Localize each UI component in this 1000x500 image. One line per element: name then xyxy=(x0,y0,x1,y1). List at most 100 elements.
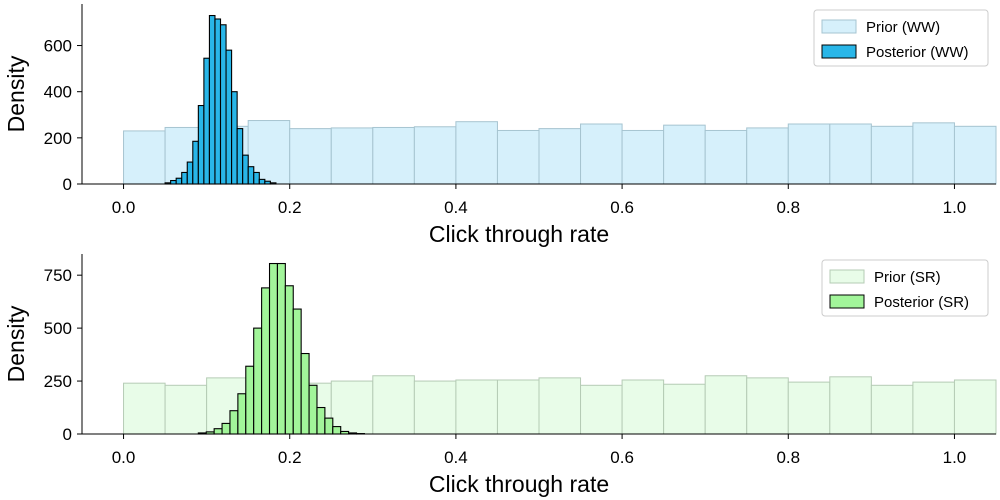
chart-1-bar-prior-20 xyxy=(953,125,997,185)
chart-2-bar-prior-9 xyxy=(496,379,540,435)
chart-2-y-axis-label: Density xyxy=(3,305,29,382)
chart-2-bar-prior-20 xyxy=(953,379,997,435)
chart-1-bar-posterior-11 xyxy=(225,49,233,185)
chart-2-bar-prior-11 xyxy=(580,384,623,435)
chart-2-bar-prior-10 xyxy=(538,377,582,435)
chart-2-bar-posterior-15 xyxy=(316,406,326,435)
chart-1-bar-prior-17 xyxy=(829,123,872,185)
chart-2-bar-prior-14 xyxy=(704,375,748,435)
chart-2-bar-prior-17 xyxy=(829,376,872,435)
chart-1-legend-label-posterior: Posterior (WW) xyxy=(866,44,969,61)
chart-1-x-tick-label-0: 0.0 xyxy=(112,198,136,217)
chart-1-bar-posterior-15 xyxy=(247,166,255,185)
chart-1-bar-prior-15 xyxy=(746,127,789,185)
chart-2-y-tick-label-2: 500 xyxy=(44,319,72,338)
chart-1-y-axis-label: Density xyxy=(3,55,29,132)
chart-1-bar-posterior-13 xyxy=(236,128,244,185)
chart-1-x-tick-label-5: 1.0 xyxy=(943,198,967,217)
chart-1-bar-posterior-12 xyxy=(231,91,238,185)
chart-2-x-tick-label-4: 0.8 xyxy=(776,448,800,467)
chart-2-y-tick-label-1: 250 xyxy=(44,372,72,391)
chart-2-bar-posterior-6 xyxy=(245,365,255,435)
chart-2-legend-swatch-prior xyxy=(829,269,865,284)
chart-1-y-tick-label-3: 600 xyxy=(44,37,72,56)
chart-2-bar-posterior-10 xyxy=(276,262,286,435)
chart-2-x-tick-label-3: 0.6 xyxy=(610,448,634,467)
chart-2-bar-posterior-11 xyxy=(284,285,294,435)
chart-1-y-tick-label-2: 400 xyxy=(44,83,72,102)
chart-1-bar-posterior-3 xyxy=(181,171,188,185)
chart-2-bar-prior-1 xyxy=(164,384,208,435)
chart-1-bar-posterior-7 xyxy=(203,57,210,185)
chart-1-bar-prior-9 xyxy=(496,129,540,185)
chart-1-legend xyxy=(813,9,989,67)
chart-1-legend-label-prior: Prior (WW) xyxy=(866,19,940,36)
chart-2-bar-posterior-4 xyxy=(229,410,239,435)
chart-1-bar-prior-0 xyxy=(123,130,166,185)
chart-2-x-tick-label-2: 0.4 xyxy=(444,448,468,467)
chart-2-bar-prior-18 xyxy=(870,384,914,435)
chart-2-bar-posterior-13 xyxy=(300,352,310,435)
chart-1-bar-prior-11 xyxy=(580,123,623,185)
chart-2-bar-prior-13 xyxy=(663,383,706,435)
chart-2-bar-prior-7 xyxy=(413,380,457,435)
chart-2-y-tick-label-3: 750 xyxy=(44,266,72,285)
chart-2-x-tick-label-0: 0.0 xyxy=(112,448,136,467)
chart-1-legend-swatch-posterior xyxy=(821,44,857,59)
chart-1-bar-prior-19 xyxy=(912,122,955,185)
chart-1-bar-posterior-1 xyxy=(170,179,177,185)
chart-1-x-tick-label-2: 0.4 xyxy=(444,198,468,217)
chart-2-x-tick-label-1: 0.2 xyxy=(278,448,302,467)
chart-2-bar-posterior-17 xyxy=(332,426,342,435)
chart-1-bar-prior-8 xyxy=(455,121,498,185)
chart-1-x-axis-label: Click through rate xyxy=(429,221,609,247)
chart-1-bar-prior-10 xyxy=(538,128,582,185)
chart-2-bar-posterior-16 xyxy=(324,417,334,435)
chart-2-bar-prior-0 xyxy=(123,382,166,435)
chart-2-bar-prior-6 xyxy=(372,375,415,435)
chart-2-bar-posterior-12 xyxy=(292,308,302,435)
chart-1-bar-posterior-14 xyxy=(242,154,249,185)
chart-1-y-tick-label-0: 0 xyxy=(63,175,72,194)
chart-1-bar-prior-18 xyxy=(870,125,914,185)
chart-2-legend-label-posterior: Posterior (SR) xyxy=(874,294,969,311)
chart-1-bar-prior-14 xyxy=(704,129,748,185)
chart-2-bar-posterior-2 xyxy=(213,428,223,435)
chart-2-y-tick-label-0: 0 xyxy=(63,425,72,444)
chart-1-bar-prior-16 xyxy=(787,123,831,185)
chart-1-bar-posterior-2 xyxy=(175,177,183,185)
chart-2-bar-posterior-3 xyxy=(221,422,231,435)
chart-1-x-tick-label-1: 0.2 xyxy=(278,198,302,217)
chart-2-bar-posterior-14 xyxy=(308,384,318,435)
chart-2-bar-posterior-7 xyxy=(253,327,263,435)
chart-2-bar-prior-12 xyxy=(621,379,665,435)
chart-1-bar-posterior-6 xyxy=(197,104,205,185)
chart-2-bar-prior-19 xyxy=(912,381,955,435)
chart-1-legend-swatch-prior xyxy=(821,19,857,34)
chart-1-bar-prior-4 xyxy=(289,128,332,185)
chart-1-x-tick-label-4: 0.8 xyxy=(776,198,800,217)
chart-2-legend-swatch-posterior xyxy=(829,294,865,309)
chart-1-bar-posterior-8 xyxy=(208,14,216,185)
chart-1-x-tick-label-3: 0.6 xyxy=(610,198,634,217)
chart-2-legend-label-prior: Prior (SR) xyxy=(874,269,941,286)
chart-1-bar-posterior-16 xyxy=(253,171,260,185)
chart-2-bar-posterior-8 xyxy=(261,287,271,435)
chart-1-bar-prior-6 xyxy=(372,126,415,185)
chart-1-bar-prior-13 xyxy=(663,124,706,185)
chart-1-bar-posterior-10 xyxy=(219,24,227,185)
chart-1-bar-posterior-17 xyxy=(258,178,266,185)
chart-2-bar-posterior-9 xyxy=(268,262,278,435)
chart-1-bar-posterior-5 xyxy=(192,140,199,185)
chart-1-y-tick-label-1: 200 xyxy=(44,129,72,148)
chart-2-bar-prior-16 xyxy=(787,381,831,435)
chart-1-bar-posterior-4 xyxy=(186,161,194,185)
chart-2-x-tick-label-5: 1.0 xyxy=(943,448,967,467)
chart-2-x-axis-label: Click through rate xyxy=(429,471,609,497)
chart-2-bar-posterior-5 xyxy=(237,393,247,435)
chart-2-bar-prior-15 xyxy=(746,377,789,435)
chart-2-bar-prior-8 xyxy=(455,379,498,435)
chart-1-bar-prior-5 xyxy=(330,127,374,185)
chart-1-bar-posterior-9 xyxy=(214,18,222,185)
